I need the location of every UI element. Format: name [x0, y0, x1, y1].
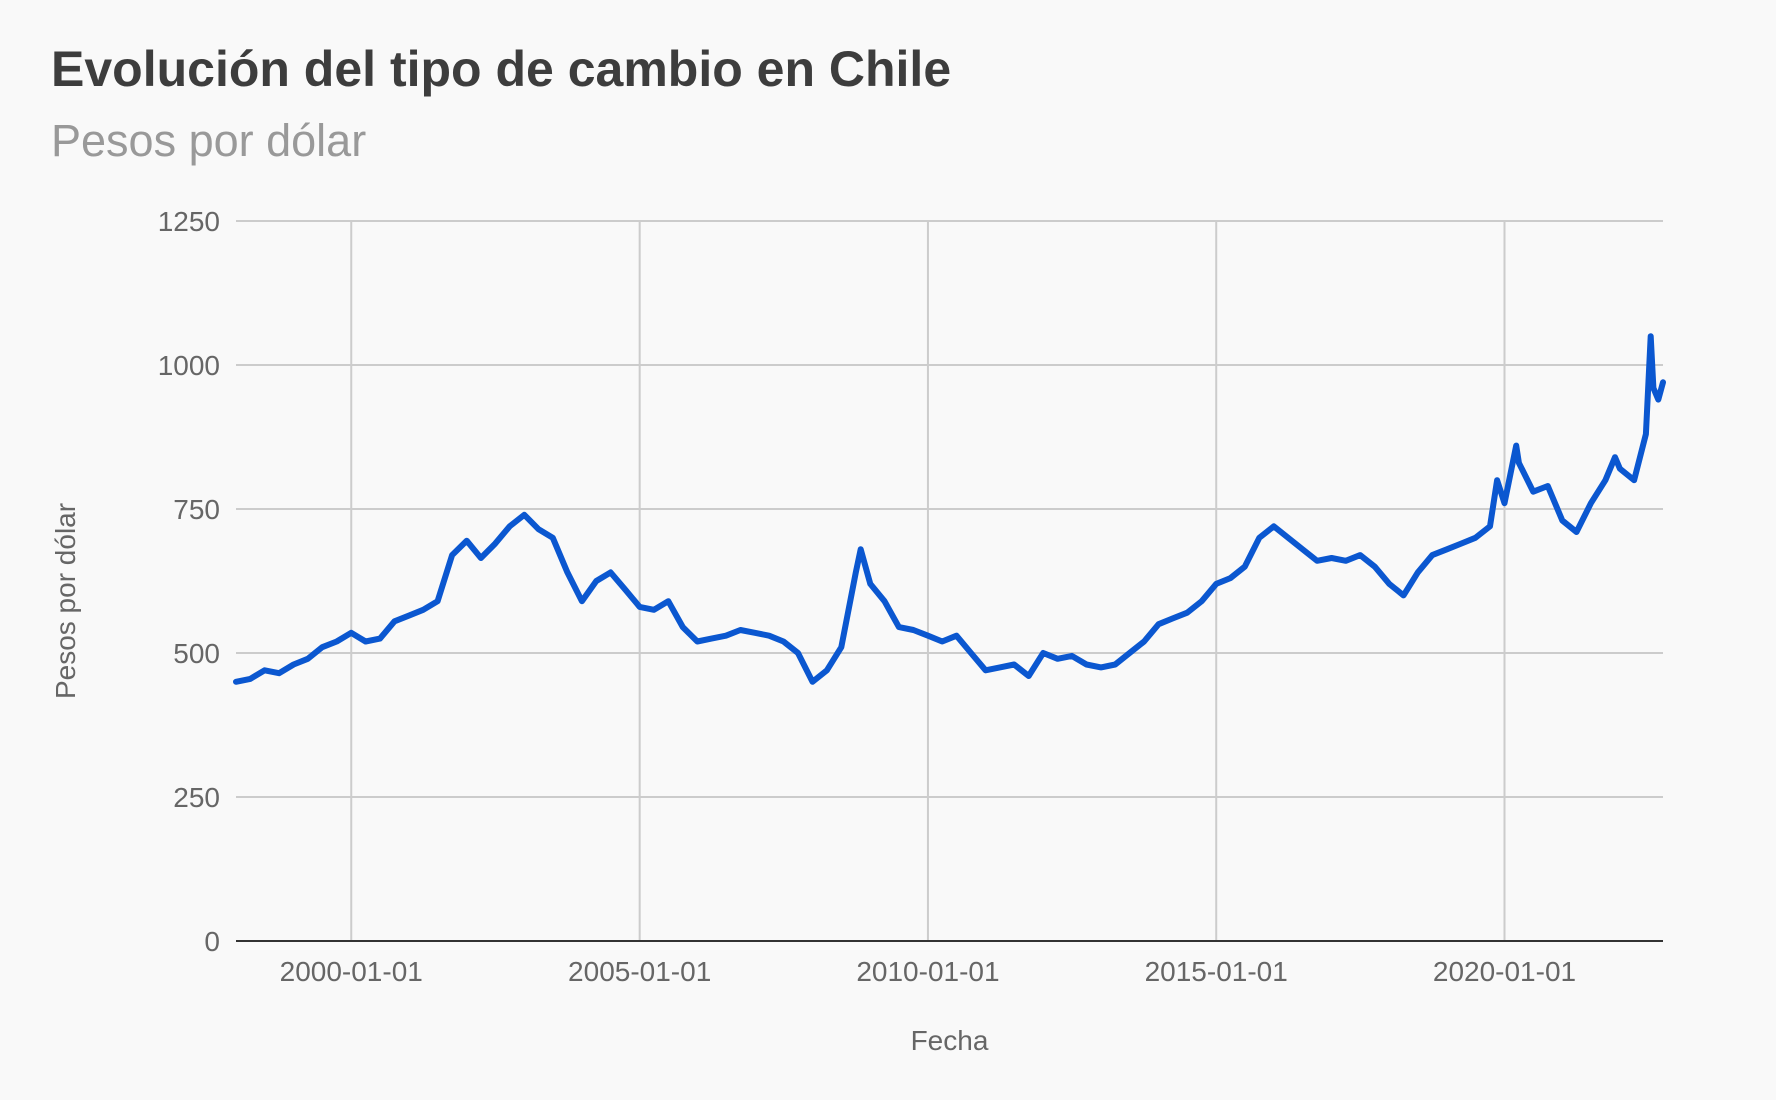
- chart-subtitle: Pesos por dólar: [51, 115, 367, 166]
- y-axis: 0 250 500 750 1000 1250: [158, 206, 220, 957]
- y-tick-label: 250: [173, 782, 220, 813]
- chart-title: Evolución del tipo de cambio en Chile: [51, 41, 952, 97]
- x-axis: 2000-01-01 2005-01-01 2010-01-01 2015-01-01…: [280, 956, 1576, 987]
- x-tick-label: 2020-01-01: [1433, 956, 1576, 987]
- x-tick-label: 2010-01-01: [856, 956, 999, 987]
- y-tick-label: 1000: [158, 350, 220, 381]
- y-tick-label: 0: [204, 926, 220, 957]
- grid: [236, 220, 1663, 941]
- y-tick-label: 500: [173, 638, 220, 669]
- x-tick-label: 2015-01-01: [1145, 956, 1288, 987]
- y-tick-label: 750: [173, 494, 220, 525]
- x-axis-title: Fecha: [911, 1025, 989, 1056]
- series-line: [233, 333, 1666, 685]
- y-tick-label: 1250: [158, 206, 220, 237]
- series-layer: [233, 333, 1666, 685]
- x-tick-label: 2005-01-01: [568, 956, 711, 987]
- y-axis-title: Pesos por dólar: [50, 503, 81, 699]
- x-tick-label: 2000-01-01: [280, 956, 423, 987]
